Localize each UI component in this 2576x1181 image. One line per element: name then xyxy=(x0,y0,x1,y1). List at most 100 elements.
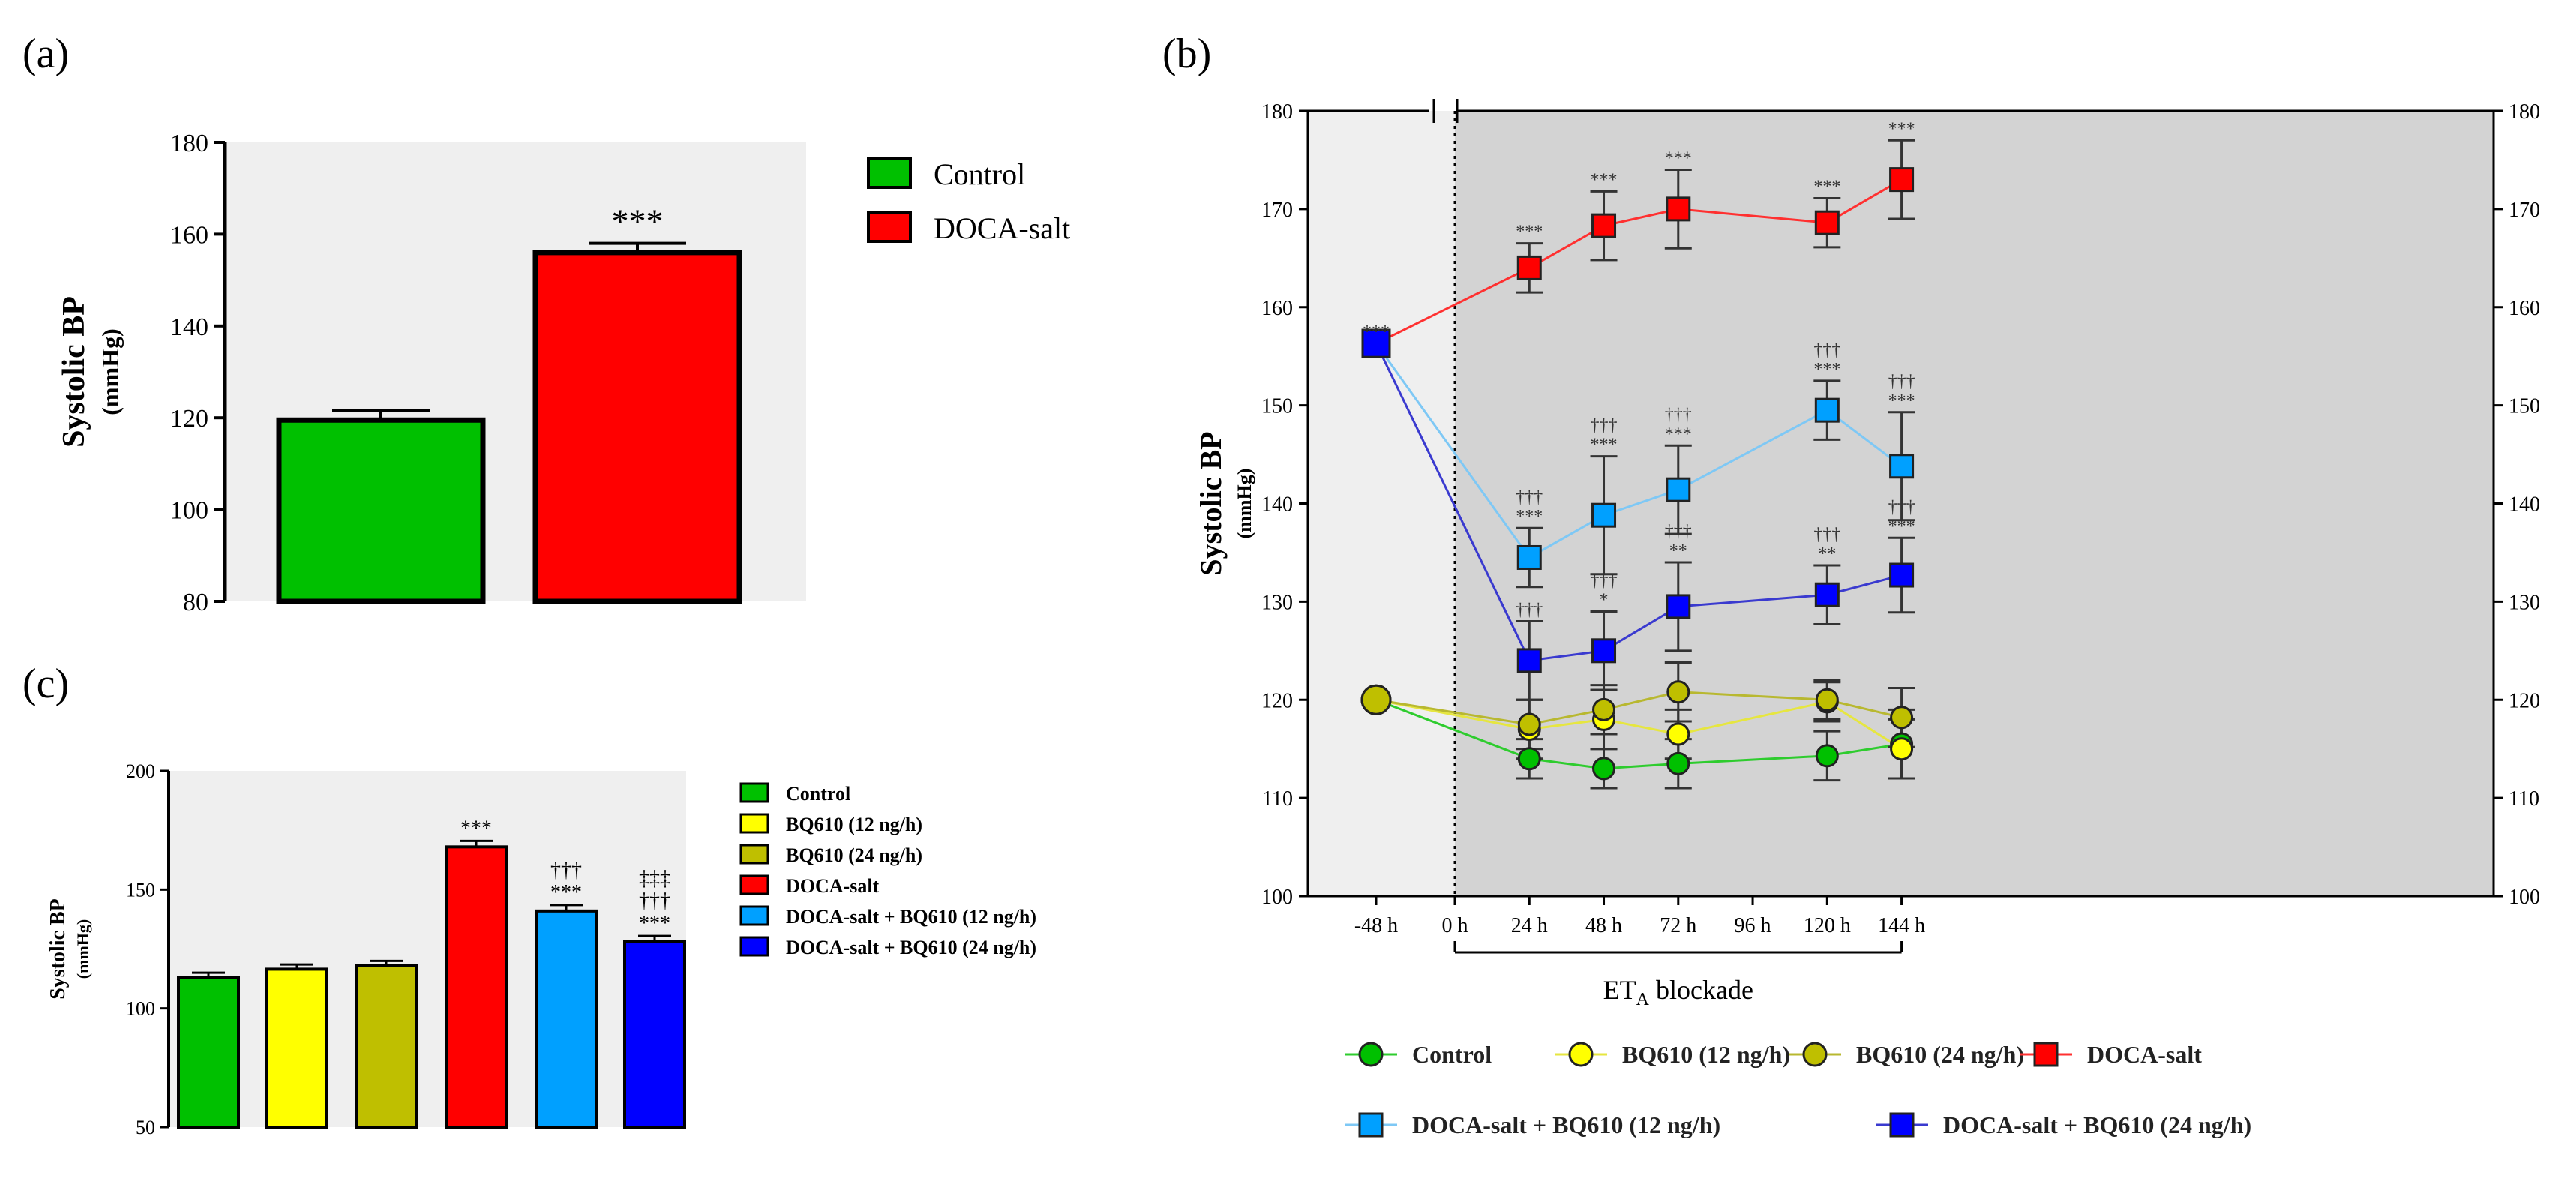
panel-b-annotation-3-3-0: *** xyxy=(1665,149,1692,169)
panel-b-legend-label-0: Control xyxy=(1412,1041,1492,1068)
panel-c-legend-swatch-3 xyxy=(739,874,769,895)
panel-b-y-tick-label-right-170: 170 xyxy=(2509,199,2540,222)
panel-a-legend-swatch-1 xyxy=(867,211,912,243)
panel-b-annotation-5-2-1: ††† xyxy=(1591,571,1618,590)
panel-c-plot-background xyxy=(169,771,686,1127)
panel-c-significance-5-2: ‡‡‡ xyxy=(639,867,670,890)
panel-b-annotation-4-1-1: ††† xyxy=(1516,487,1543,507)
panel-b-legend-label-1: BQ610 (12 ng/h) xyxy=(1622,1041,1790,1068)
panel-b-annotation-5-3-1: ††† xyxy=(1665,522,1692,541)
panel-b-annotation-5-4-1: ††† xyxy=(1813,525,1840,544)
panel-b-y-tick-label-right-110: 110 xyxy=(2509,787,2539,811)
panel-b-legend-label-2: BQ610 (24 ng/h) xyxy=(1856,1041,2024,1068)
panel-a-marks: *** xyxy=(276,202,742,604)
panel-c-significance-4-0: *** xyxy=(550,881,582,904)
panel-b-point-1-5 xyxy=(1890,737,1914,761)
panel-b-point-3-4 xyxy=(1814,210,1840,235)
panel-c-bar-3 xyxy=(445,845,508,1129)
panel-b-point-3-5 xyxy=(1889,167,1915,193)
panel-b-point-5-0 xyxy=(1361,328,1391,358)
panel-b-legend-label-3: DOCA-salt xyxy=(2087,1041,2202,1068)
panel-c-marks: ******†††***†††‡‡‡ xyxy=(177,817,686,1129)
panel-b-point-5-5 xyxy=(1889,562,1915,588)
panel-b-treatment-background xyxy=(1455,111,2494,896)
panel-b-annotation-4-5-1: ††† xyxy=(1888,372,1915,391)
panel-a-y-axis: 80 100 120 140 160 180 xyxy=(170,130,227,616)
panel-b-y-tick-label-right-120: 120 xyxy=(2509,689,2540,712)
panel-b-point-1-3 xyxy=(1666,722,1690,746)
panel-b-annotation-5-4-0: ** xyxy=(1818,544,1836,564)
panel-b-annotation-5-3-0: ** xyxy=(1669,541,1687,561)
panel-a-legend: Control DOCA-salt xyxy=(867,157,1070,245)
panel-c-significance-4-1: ††† xyxy=(550,859,582,882)
panel-b-x-axis-title-main: ET xyxy=(1603,975,1636,1005)
panel-b-point-4-2 xyxy=(1591,502,1617,528)
panel-b-y-tick-label-left-150: 150 xyxy=(1261,395,1293,418)
panel-b-x-tick-label-4: 72 h xyxy=(1660,914,1696,937)
panel-b-point-2-2 xyxy=(1592,697,1616,721)
panel-b-y-tick-label-left-110: 110 xyxy=(1262,787,1293,811)
panel-b-annotation-3-2-0: *** xyxy=(1591,170,1618,190)
panel-b-annotation-3-0-0: *** xyxy=(1363,322,1390,342)
panel-c-legend-label-5: DOCA-salt + BQ610 (24 ng/h) xyxy=(786,937,1036,958)
panel-b-x-tick-label-3: 48 h xyxy=(1585,914,1622,937)
panel-c-label: (c) xyxy=(22,661,69,707)
panel-b-x-tick-label-1: 0 h xyxy=(1442,914,1468,937)
panel-b-series-line-3 xyxy=(1375,178,1903,345)
panel-b-point-5-4 xyxy=(1814,582,1840,607)
panel-b-annotation-4-2-0: *** xyxy=(1591,436,1618,455)
panel-c-significance-3-0: *** xyxy=(460,817,492,840)
panel-c-significance-5-0: *** xyxy=(639,912,670,935)
panel-c-legend-swatch-1 xyxy=(739,813,769,834)
panel-b-point-5-2 xyxy=(1591,638,1617,664)
panel-b-annotation-4-3-0: *** xyxy=(1665,424,1692,444)
panel-b-y-tick-label-right-130: 130 xyxy=(2509,591,2540,614)
panel-a-legend-label-1: DOCA-salt xyxy=(934,211,1070,245)
panel-b-x-tick-label-2: 24 h xyxy=(1511,914,1548,937)
panel-a-y-tick-label-100: 100 xyxy=(170,497,208,525)
panel-b-x-axis-title: ETA blockade xyxy=(1603,975,1753,1009)
panel-b-legend: Control BQ610 (12 ng/h) BQ610 (24 ng/h) DOC… xyxy=(1345,1041,2251,1138)
panel-b-point-0-2 xyxy=(1592,757,1616,781)
panel-b-y-tick-label-left-130: 130 xyxy=(1261,591,1293,614)
panel-b-point-0-4 xyxy=(1815,744,1839,768)
panel-c-legend: Control BQ610 (12 ng/h) BQ610 (24 ng/h) DOC… xyxy=(739,782,1036,958)
panel-c-legend-swatch-4 xyxy=(739,905,769,926)
panel-b-point-3-3 xyxy=(1666,196,1691,222)
panel-b-point-2-0 xyxy=(1360,684,1392,715)
panel-b-y-tick-label-left-100: 100 xyxy=(1261,886,1293,909)
panel-b-point-3-1 xyxy=(1516,255,1542,280)
panel-b-point-0-1 xyxy=(1517,747,1541,771)
panel-a-y-tick-label-160: 160 xyxy=(170,221,208,249)
panel-b-legend-marker-4 xyxy=(1358,1112,1384,1138)
panel-b-legend-marker-5 xyxy=(1889,1112,1915,1138)
panel-b-label: (b) xyxy=(1162,31,1211,77)
panel-b-point-2-5 xyxy=(1890,706,1914,730)
panel-b: (b) 100 100 110 110 120 120 130 130 140 140 150 150… xyxy=(1162,31,2540,1138)
panel-b-annotation-5-1-0: ††† xyxy=(1516,601,1543,620)
panel-a-bar-0 xyxy=(276,417,486,604)
panel-a: (a) *** 80 100 120 140 160 180 Systolic BP (m… xyxy=(22,31,1070,616)
panel-b-point-5-3 xyxy=(1666,594,1691,619)
panel-b-annotation-4-4-1: ††† xyxy=(1813,340,1840,360)
panel-b-point-5-1 xyxy=(1516,648,1542,673)
panel-c-bar-4 xyxy=(535,909,598,1129)
panel-a-legend-label-0: Control xyxy=(934,157,1025,191)
panel-b-point-4-3 xyxy=(1666,477,1691,502)
panel-b-legend-marker-2 xyxy=(1802,1042,1828,1067)
panel-c-bar-0 xyxy=(177,976,240,1129)
panel-c-bar-2 xyxy=(355,964,418,1129)
panel-b-legend-marker-1 xyxy=(1568,1042,1594,1067)
panel-b-annotation-4-3-1: ††† xyxy=(1665,405,1692,424)
panel-b-y-tick-label-right-140: 140 xyxy=(2509,493,2540,517)
panel-b-y-tick-label-left-120: 120 xyxy=(1261,689,1293,712)
panel-b-marks: *********************†††***††† ***†††***†… xyxy=(1360,119,1915,790)
panel-b-y-tick-label-left-180: 180 xyxy=(1261,100,1293,124)
panel-b-legend-marker-3 xyxy=(2033,1042,2059,1067)
panel-b-annotation-5-5-1: ††† xyxy=(1888,497,1915,517)
panel-b-annotation-3-1-0: *** xyxy=(1516,223,1543,242)
panel-a-y-axis-title: Systolic BP xyxy=(57,296,91,448)
panel-a-bar-1 xyxy=(532,250,742,604)
panel-b-y-tick-label-right-150: 150 xyxy=(2509,395,2540,418)
panel-a-y-tick-label-80: 80 xyxy=(183,589,208,616)
